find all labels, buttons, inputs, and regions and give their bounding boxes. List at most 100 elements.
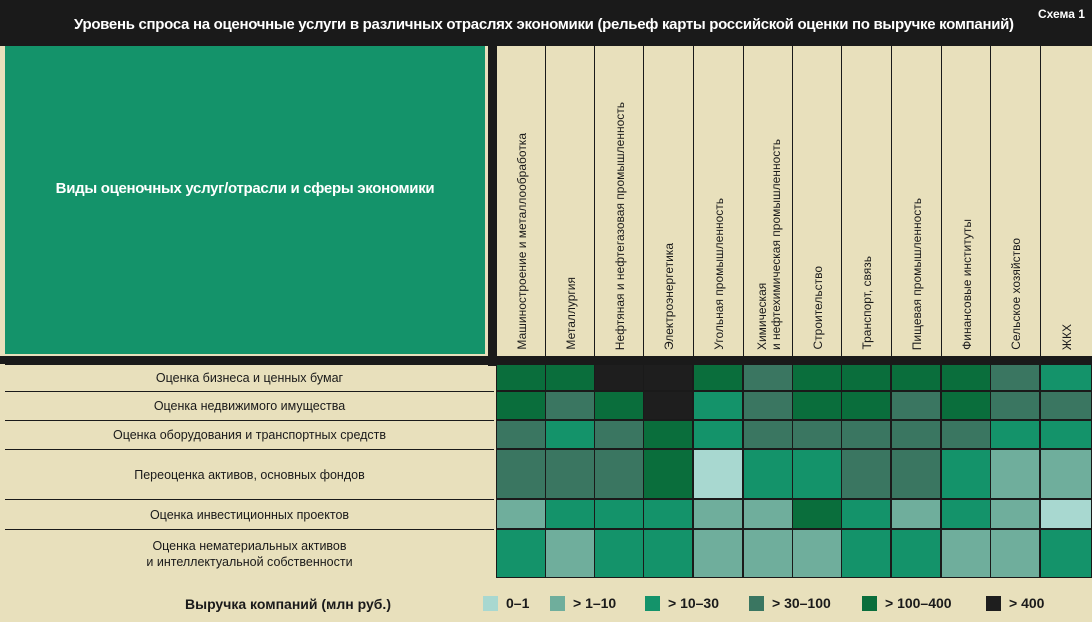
heatmap-cell — [891, 499, 941, 529]
heatmap-cell — [496, 449, 546, 499]
heatmap-cell — [990, 499, 1040, 529]
heatmap-cell — [643, 529, 693, 578]
column-header: ЖКХ — [1040, 46, 1092, 358]
legend-title: Выручка компаний (млн руб.) — [185, 596, 391, 612]
column-header: Электроэнергетика — [643, 46, 693, 358]
heatmap-cell — [693, 499, 743, 529]
heatmap-cell — [1040, 529, 1092, 578]
heatmap-cell — [496, 499, 546, 529]
legend-label: > 1–10 — [573, 595, 617, 611]
legend-item: > 100–400 — [862, 595, 952, 611]
column-header-label: Транспорт, связь — [859, 256, 874, 350]
heatmap-cell — [545, 499, 595, 529]
row-label: Оценка инвестиционных проектов — [5, 499, 494, 529]
heatmap-cell — [891, 529, 941, 578]
heatmap-cell — [496, 529, 546, 578]
column-header: Нефтяная и нефтегазовая промышленность — [594, 46, 644, 358]
heatmap-cell — [643, 449, 693, 499]
heatmap-cell — [841, 391, 891, 420]
heatmap-cell — [594, 391, 644, 420]
column-header: Финансовые институты — [941, 46, 991, 358]
heatmap-cell — [743, 420, 793, 449]
legend-label: > 30–100 — [772, 595, 831, 611]
heatmap-cell — [594, 499, 644, 529]
heatmap-cell — [990, 529, 1040, 578]
heatmap-cell — [643, 391, 693, 420]
heatmap-cell — [941, 364, 991, 391]
column-header: Угольная промышленность — [693, 46, 743, 358]
heatmap-cell — [594, 529, 644, 578]
heatmap-cell — [643, 420, 693, 449]
heatmap-cell — [1040, 391, 1092, 420]
heatmap-cell — [693, 391, 743, 420]
legend-label: > 400 — [1009, 595, 1045, 611]
legend-swatch — [550, 595, 565, 611]
row-label: Оценка бизнеса и ценных бумаг — [5, 364, 494, 391]
heatmap-cell — [594, 420, 644, 449]
heatmap-cell — [990, 420, 1040, 449]
heatmap-cell — [941, 499, 991, 529]
heatmap-cell — [743, 364, 793, 391]
heatmap-cell — [693, 420, 743, 449]
legend-swatch — [483, 595, 498, 611]
legend-item: > 30–100 — [749, 595, 831, 611]
heatmap-cell — [545, 529, 595, 578]
heatmap-cell — [792, 499, 842, 529]
column-header-label: Угольная промышленность — [711, 198, 726, 350]
heatmap-cell — [545, 449, 595, 499]
heatmap-cell — [1040, 364, 1092, 391]
column-header-label: Металлургия — [563, 277, 578, 350]
heatmap-cell — [1040, 449, 1092, 499]
heatmap-cell — [841, 499, 891, 529]
column-header-label: Сельское хозяйство — [1008, 238, 1023, 350]
column-header-label: ЖКХ — [1059, 323, 1074, 350]
heatmap-cell — [594, 449, 644, 499]
heatmap-cell — [1040, 499, 1092, 529]
heatmap-cell — [643, 499, 693, 529]
column-header-label: Пищевая промышленность — [909, 197, 924, 350]
heatmap-cell — [1040, 420, 1092, 449]
heatmap-cell — [743, 391, 793, 420]
row-label: Оценка недвижимого имущества — [5, 391, 494, 420]
column-header: Металлургия — [545, 46, 595, 358]
row-label: Оценка оборудования и транспортных средс… — [5, 420, 494, 449]
column-header: Пищевая промышленность — [891, 46, 941, 358]
heatmap-cell — [496, 420, 546, 449]
heatmap-cell — [792, 529, 842, 578]
heatmap-cell — [693, 364, 743, 391]
corner-header: Виды оценочных услуг/отрасли и сферы эко… — [5, 46, 485, 354]
horizontal-divider — [0, 356, 1092, 364]
heatmap-cell — [990, 364, 1040, 391]
heatmap-cell — [792, 391, 842, 420]
legend: Выручка компаний (млн руб.) 0–1 > 1–10 > 1… — [0, 584, 1092, 622]
heatmap-cell — [643, 364, 693, 391]
legend-item: > 10–30 — [645, 595, 719, 611]
row-label: Оценка нематериальных активов и интеллек… — [5, 529, 494, 578]
column-header-label: Машиностроение и металлообработка — [514, 133, 529, 350]
heatmap-cell — [693, 529, 743, 578]
column-header: Транспорт, связь — [841, 46, 891, 358]
chart-title: Уровень спроса на оценочные услуги в раз… — [74, 16, 1014, 33]
heatmap-cell — [841, 364, 891, 391]
heatmap-cell — [743, 449, 793, 499]
heatmap-cell — [990, 391, 1040, 420]
heatmap-cell — [496, 364, 546, 391]
heatmap-cell — [941, 449, 991, 499]
column-header: Машиностроение и металлообработка — [496, 46, 546, 358]
heatmap-cell — [891, 391, 941, 420]
legend-swatch — [986, 595, 1001, 611]
column-header: Химическая и нефтехимическая промышленно… — [743, 46, 793, 358]
heatmap-cell — [792, 364, 842, 391]
column-header-label: Строительство — [810, 266, 825, 350]
title-bar: Уровень спроса на оценочные услуги в раз… — [0, 0, 1092, 46]
legend-swatch — [862, 595, 877, 611]
heatmap-cell — [841, 529, 891, 578]
heatmap-cell — [545, 391, 595, 420]
heatmap-cell — [841, 420, 891, 449]
row-label: Переоценка активов, основных фондов — [5, 449, 494, 499]
column-header: Сельское хозяйство — [990, 46, 1040, 358]
heatmap-cell — [693, 449, 743, 499]
column-header: Строительство — [792, 46, 842, 358]
heatmap-cell — [990, 449, 1040, 499]
heatmap-cell — [545, 364, 595, 391]
